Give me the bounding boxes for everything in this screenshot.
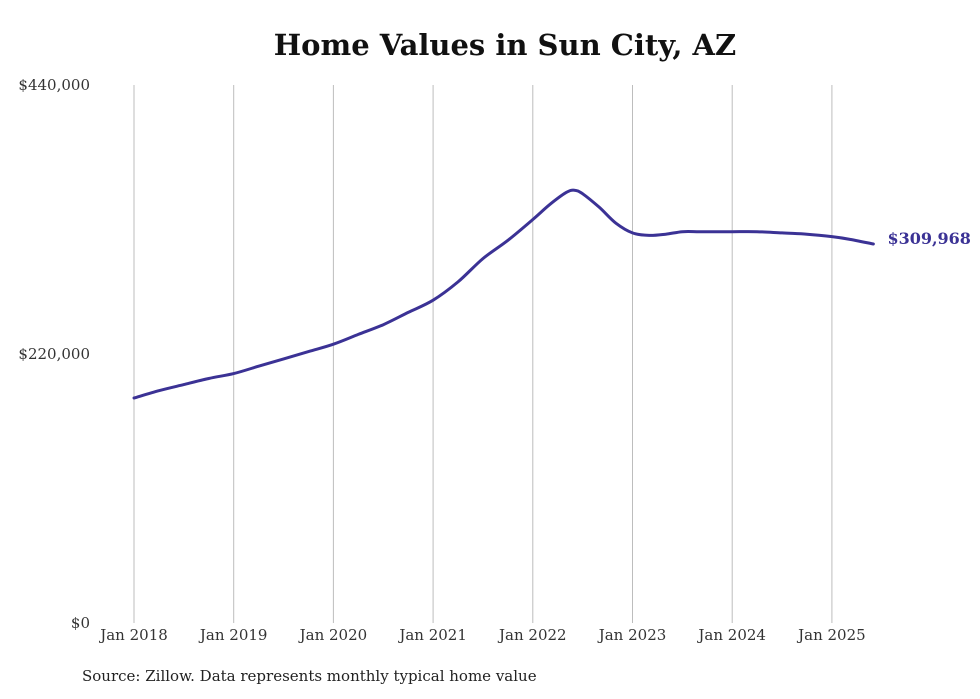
end-value-label: $309,968 [887,229,971,248]
y-axis-ticks: $0 $220,000 $440,000 [18,76,90,632]
source-note: Source: Zillow. Data represents monthly … [82,667,537,685]
chart-title: Home Values in Sun City, AZ [273,28,737,62]
x-tick-label: Jan 2019 [198,626,268,644]
y-tick-label: $0 [71,614,90,632]
x-tick-label: Jan 2020 [298,626,368,644]
x-tick-label: Jan 2021 [397,626,467,644]
series-line [132,188,875,400]
x-tick-label: Jan 2018 [98,626,168,644]
x-tick-label: Jan 2023 [597,626,667,644]
x-tick-label: Jan 2025 [796,626,866,644]
grid-lines [133,85,833,623]
y-tick-label: $440,000 [18,76,90,94]
y-tick-label: $220,000 [18,345,90,363]
x-axis-ticks: Jan 2018 Jan 2019 Jan 2020 Jan 2021 Jan 2022… [98,626,865,644]
x-tick-label: Jan 2024 [696,626,766,644]
chart-plot: $0$220,000$440,000 Jan 2018 Jan 2019 Jan 2… [18,76,971,644]
x-tick-label: Jan 2022 [497,626,567,644]
